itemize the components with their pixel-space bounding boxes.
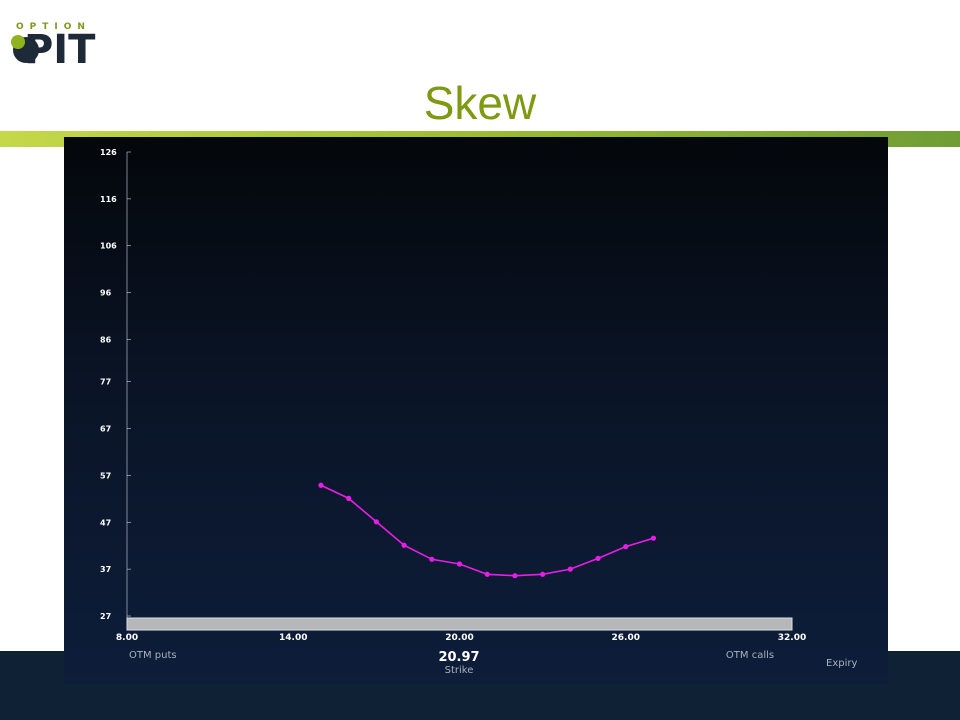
y-tick-label: 37 — [100, 565, 111, 574]
skew-point[interactable] — [484, 571, 490, 577]
skew-point[interactable] — [623, 544, 629, 550]
x-tick-label: 8.00 — [116, 633, 138, 643]
y-tick-label: 57 — [100, 471, 111, 480]
skew-point[interactable] — [401, 542, 407, 548]
skew-point[interactable] — [650, 535, 657, 541]
y-tick-label: 67 — [100, 425, 111, 434]
strike-label: Strike — [445, 665, 474, 676]
strike-value: 20.97 — [438, 650, 479, 665]
y-tick-label: 27 — [100, 612, 111, 621]
logo-bottom-text: PIT — [23, 27, 96, 73]
skew-chart-panel: 126 116 106 96 86 77 67 57 47 37 27 8.00 14.00 20.00… — [64, 137, 888, 684]
y-tick-label: 86 — [100, 335, 112, 344]
skew-point[interactable] — [373, 519, 379, 525]
y-tick-label: 116 — [100, 195, 117, 204]
logo-top-text: OPTION — [16, 22, 91, 32]
y-tick-labels: 126 116 106 96 86 77 67 57 47 37 27 — [100, 148, 131, 621]
x-tick-label: 26.00 — [612, 633, 640, 643]
x-tick-labels: 8.00 14.00 20.00 26.00 32.00 — [116, 633, 806, 643]
skew-point[interactable] — [346, 495, 352, 501]
skew-point[interactable] — [540, 571, 546, 577]
skew-series — [318, 482, 657, 579]
x-tick-label: 14.00 — [279, 633, 307, 643]
x-tick-label: 20.00 — [445, 633, 473, 643]
strike-range-scrollbar[interactable] — [126, 617, 793, 631]
expiry-label[interactable]: Expiry — [826, 658, 857, 669]
logo-mark-icon — [11, 35, 39, 63]
skew-point[interactable] — [456, 561, 463, 567]
option-pit-logo: OPTION PIT — [10, 22, 140, 72]
y-tick-label: 77 — [100, 378, 111, 387]
y-tick-label: 47 — [100, 518, 111, 527]
skew-point[interactable] — [429, 556, 435, 562]
otm-calls-label: OTM calls — [726, 650, 774, 661]
x-tick-label: 32.00 — [778, 633, 806, 643]
skew-point[interactable] — [512, 573, 518, 579]
skew-series-line — [320, 484, 654, 577]
skew-point[interactable] — [595, 555, 601, 561]
skew-point[interactable] — [318, 482, 324, 488]
otm-puts-label: OTM puts — [129, 650, 177, 661]
page-title: Skew — [423, 77, 537, 129]
y-tick-label: 106 — [100, 242, 117, 251]
skew-chart: 126 116 106 96 86 77 67 57 47 37 27 8.00 14.00 20.00… — [100, 148, 857, 676]
y-tick-label: 126 — [100, 148, 117, 157]
y-tick-label: 96 — [100, 289, 112, 298]
skew-point[interactable] — [567, 566, 573, 572]
